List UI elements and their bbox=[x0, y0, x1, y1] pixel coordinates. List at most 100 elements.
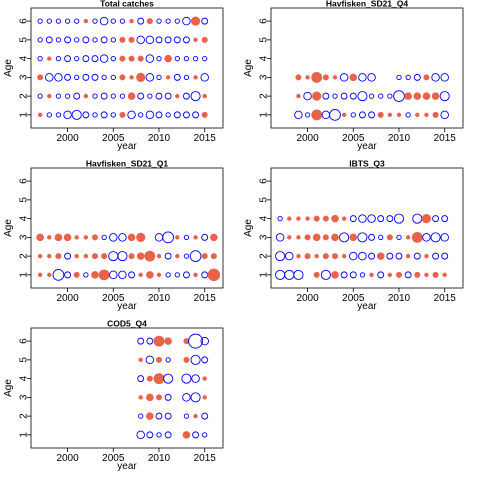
positive-residual-point bbox=[332, 93, 338, 99]
positive-residual-point bbox=[173, 111, 181, 119]
negative-residual-point bbox=[201, 36, 208, 43]
positive-residual-point bbox=[192, 55, 199, 62]
negative-residual-point bbox=[202, 93, 207, 99]
positive-residual-point bbox=[190, 354, 201, 365]
negative-residual-point bbox=[183, 356, 190, 363]
negative-residual-point bbox=[287, 216, 292, 221]
positive-residual-point bbox=[350, 112, 356, 118]
y-tick-label: 2 bbox=[19, 93, 30, 99]
positive-residual-point bbox=[192, 111, 200, 119]
positive-residual-point bbox=[358, 251, 367, 261]
negative-residual-point bbox=[119, 55, 126, 62]
positive-residual-point bbox=[358, 214, 367, 223]
negative-residual-point bbox=[129, 18, 134, 24]
negative-residual-point bbox=[47, 56, 52, 61]
positive-residual-point bbox=[74, 55, 80, 62]
negative-residual-point bbox=[146, 393, 154, 402]
positive-residual-point bbox=[441, 252, 449, 260]
positive-residual-point bbox=[119, 18, 126, 24]
positive-residual-point bbox=[412, 213, 423, 224]
negative-residual-point bbox=[423, 74, 430, 81]
positive-residual-point bbox=[349, 92, 357, 100]
positive-residual-point bbox=[181, 373, 192, 384]
positive-residual-point bbox=[182, 16, 191, 26]
positive-residual-point bbox=[192, 431, 200, 439]
positive-residual-point bbox=[74, 18, 80, 24]
positive-residual-point bbox=[422, 233, 431, 242]
negative-residual-point bbox=[146, 375, 153, 382]
positive-residual-point bbox=[294, 110, 303, 120]
positive-residual-point bbox=[201, 271, 209, 279]
positive-residual-point bbox=[182, 92, 190, 100]
positive-residual-point bbox=[55, 55, 62, 62]
positive-residual-point bbox=[119, 93, 126, 99]
chart-title: IBTS_Q3 bbox=[349, 159, 385, 169]
positive-residual-point bbox=[173, 36, 181, 44]
negative-residual-point bbox=[138, 272, 143, 278]
positive-residual-point bbox=[64, 271, 72, 279]
positive-residual-point bbox=[404, 271, 412, 279]
positive-residual-point bbox=[54, 73, 63, 82]
negative-residual-point bbox=[421, 214, 432, 224]
positive-residual-point bbox=[182, 393, 191, 402]
positive-residual-point bbox=[137, 375, 145, 383]
positive-residual-point bbox=[108, 251, 119, 262]
negative-residual-point bbox=[136, 252, 145, 260]
positive-residual-point bbox=[92, 37, 98, 43]
negative-residual-point bbox=[101, 253, 108, 260]
positive-residual-point bbox=[64, 93, 71, 99]
positive-residual-point bbox=[100, 92, 108, 100]
positive-residual-point bbox=[110, 74, 116, 81]
positive-residual-point bbox=[432, 252, 440, 260]
positive-residual-point bbox=[82, 55, 90, 63]
y-tick-label: 3 bbox=[259, 234, 270, 240]
positive-residual-point bbox=[74, 37, 80, 43]
positive-residual-point bbox=[91, 55, 99, 63]
x-axis-label: year bbox=[117, 301, 137, 312]
positive-residual-point bbox=[137, 92, 145, 100]
y-axis-label: Age bbox=[3, 379, 14, 397]
positive-residual-point bbox=[349, 215, 357, 223]
y-axis-label: Age bbox=[243, 59, 254, 77]
negative-residual-point bbox=[83, 18, 89, 24]
positive-residual-point bbox=[91, 73, 99, 81]
positive-residual-point bbox=[393, 213, 405, 224]
chart-panel: COD5_Q4 2000 2005 2010 2015 1 2 3 4 5 6 year Age bbox=[3, 319, 224, 472]
positive-residual-point bbox=[145, 355, 155, 365]
positive-residual-point bbox=[190, 91, 201, 102]
positive-residual-point bbox=[83, 272, 89, 278]
positive-residual-point bbox=[156, 55, 162, 62]
positive-residual-point bbox=[128, 271, 136, 279]
positive-residual-point bbox=[136, 35, 145, 45]
negative-residual-point bbox=[422, 92, 431, 100]
negative-residual-point bbox=[341, 216, 347, 221]
positive-residual-point bbox=[55, 93, 62, 99]
negative-residual-point bbox=[322, 234, 329, 241]
positive-residual-point bbox=[127, 110, 136, 120]
negative-residual-point bbox=[287, 235, 292, 240]
positive-residual-point bbox=[431, 73, 440, 82]
negative-residual-point bbox=[331, 214, 339, 223]
negative-residual-point bbox=[387, 112, 393, 118]
negative-residual-point bbox=[396, 112, 402, 118]
chart-title: Total catches bbox=[100, 0, 154, 9]
positive-residual-point bbox=[396, 74, 402, 81]
positive-residual-point bbox=[71, 109, 82, 120]
negative-residual-point bbox=[405, 235, 411, 240]
negative-residual-point bbox=[405, 253, 411, 259]
negative-residual-point bbox=[377, 111, 384, 118]
negative-residual-point bbox=[313, 271, 320, 278]
positive-residual-point bbox=[191, 374, 200, 383]
negative-residual-point bbox=[314, 253, 319, 259]
positive-residual-point bbox=[110, 18, 116, 24]
negative-residual-point bbox=[207, 268, 221, 282]
negative-residual-point bbox=[182, 431, 191, 439]
positive-residual-point bbox=[174, 18, 180, 24]
x-tick-label: 2000 bbox=[56, 293, 79, 304]
positive-residual-point bbox=[284, 269, 295, 280]
plot-frame bbox=[30, 167, 224, 289]
positive-residual-point bbox=[174, 272, 180, 278]
positive-residual-point bbox=[82, 36, 90, 44]
positive-residual-point bbox=[405, 74, 411, 81]
positive-residual-point bbox=[156, 432, 162, 438]
